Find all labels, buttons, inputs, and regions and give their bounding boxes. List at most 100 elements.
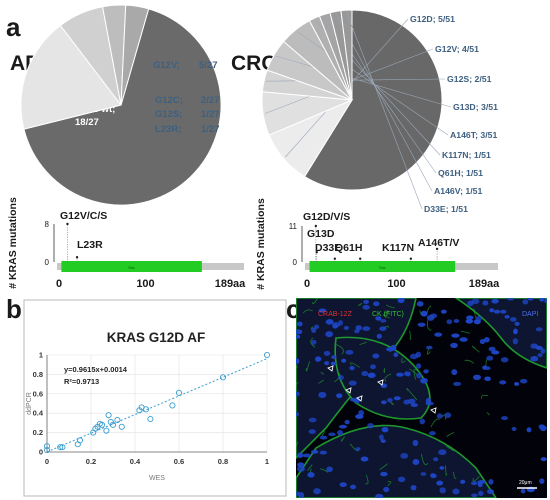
dapi-nucleus <box>433 457 439 462</box>
dapi-nucleus <box>453 319 460 323</box>
dapi-nucleus <box>381 426 389 433</box>
ck-membrane <box>384 373 392 382</box>
mutation-label: L23R <box>77 239 103 251</box>
dapi-nucleus <box>473 319 481 325</box>
dapi-nucleus <box>501 416 509 421</box>
dapi-nucleus <box>504 314 510 319</box>
slice-label: D33E; 1/51 <box>424 204 468 214</box>
dapi-nucleus <box>296 466 305 472</box>
slice-label: A146T; 3/51 <box>450 130 497 140</box>
arrowhead-marker <box>430 407 437 414</box>
dapi-nucleus <box>379 326 387 331</box>
dapi-nucleus <box>332 323 339 329</box>
ck-membrane <box>385 304 395 309</box>
dapi-nucleus <box>381 400 387 405</box>
slice-leader-line <box>346 12 423 210</box>
dapi-nucleus <box>407 398 416 404</box>
ras-domain-bar <box>61 261 202 272</box>
scatter-xtick: 0.2 <box>86 457 96 466</box>
dapi-nucleus <box>355 325 362 331</box>
dapi-nucleus <box>313 324 320 329</box>
scatter-xlabel: WES <box>149 475 165 482</box>
dapi-nucleus <box>451 333 460 338</box>
ck-membrane <box>390 402 395 406</box>
dapi-nucleus <box>415 351 422 358</box>
dapi-nucleus <box>486 355 494 361</box>
dapi-nucleus <box>311 449 319 454</box>
dapi-nucleus <box>296 391 300 397</box>
dapi-nucleus <box>537 353 543 358</box>
dapi-nucleus <box>337 429 343 436</box>
dapi-nucleus <box>396 372 404 377</box>
dapi-nucleus <box>380 319 387 323</box>
dapi-nucleus <box>393 352 399 358</box>
crc-pie-title: CRC <box>231 52 277 75</box>
ck-membrane <box>382 314 390 319</box>
dapi-nucleus <box>319 450 328 455</box>
dapi-nucleus <box>470 481 478 486</box>
ck-membrane <box>419 310 422 315</box>
dapi-nucleus <box>460 479 466 484</box>
dapi-nucleus <box>473 374 481 381</box>
arrowhead-marker <box>345 387 352 394</box>
dapi-nucleus <box>363 299 370 304</box>
fluorescence-micrograph: CRAB-12Z CK (FITC) DAPI 20μm <box>296 298 547 498</box>
legend-dapi: DAPI <box>522 311 538 318</box>
dapi-nucleus <box>296 358 300 365</box>
scatter-point <box>43 443 51 450</box>
dapi-nucleus <box>535 345 543 350</box>
ck-membrane <box>321 430 325 437</box>
ck-membrane <box>296 382 299 391</box>
lollipop-ytick: 11 <box>289 222 298 231</box>
ck-membrane <box>427 305 432 313</box>
dapi-nucleus <box>387 398 393 403</box>
dapi-nucleus <box>403 371 410 376</box>
scatter-ytick: 0.8 <box>33 370 43 379</box>
dapi-nucleus <box>349 365 355 371</box>
ck-membrane <box>406 388 418 401</box>
dapi-nucleus <box>314 356 322 362</box>
mutation-label: Q61H <box>335 242 362 254</box>
dapi-nucleus <box>367 423 375 429</box>
mutation-dot <box>66 222 69 226</box>
lollipop-ytick: 8 <box>45 220 50 229</box>
dapi-nucleus <box>328 432 336 437</box>
dapi-nucleus <box>400 452 409 459</box>
dapi-nucleus <box>338 375 344 381</box>
dapi-nucleus <box>383 486 390 493</box>
dapi-nucleus <box>344 419 350 425</box>
ck-membrane <box>307 464 313 471</box>
dapi-nucleus <box>439 487 446 494</box>
dapi-nucleus <box>467 300 474 307</box>
dapi-nucleus <box>421 311 428 316</box>
mutation-dot <box>435 247 439 251</box>
dapi-nucleus <box>539 298 545 302</box>
dapi-nucleus <box>397 476 406 483</box>
dapi-nucleus <box>362 326 371 331</box>
scatter-point <box>142 406 150 413</box>
dapi-nucleus <box>420 377 428 384</box>
dapi-nucleus <box>419 418 426 425</box>
dapi-nucleus <box>453 381 462 386</box>
dapi-nucleus <box>491 350 500 355</box>
r-squared: R²=0.9713 <box>64 377 99 386</box>
dapi-nucleus <box>488 346 496 352</box>
dapi-nucleus <box>319 435 328 440</box>
ck-membrane <box>320 468 329 473</box>
lollipop-xtick: 189aa <box>469 278 500 290</box>
ck-membrane <box>302 309 313 314</box>
ck-membrane <box>311 298 319 304</box>
ck-membrane <box>446 432 455 438</box>
dapi-nucleus <box>514 382 520 386</box>
dapi-nucleus <box>540 457 547 462</box>
dapi-nucleus <box>380 439 386 443</box>
dapi-nucleus <box>336 393 343 399</box>
ad-lollipop-plot: # KRAS mutations 8 0 Ras 0 100 189aa G12V/C/S L2… <box>7 197 246 290</box>
lollipop-ylabel: # KRAS mutations <box>255 198 267 290</box>
lollipop-xtick: 100 <box>136 278 154 290</box>
dapi-nucleus <box>478 490 484 497</box>
dapi-nucleus <box>434 332 443 337</box>
dapi-nucleus <box>416 373 423 379</box>
mutation-label: G13D <box>307 228 335 240</box>
scatter-point <box>169 402 176 409</box>
